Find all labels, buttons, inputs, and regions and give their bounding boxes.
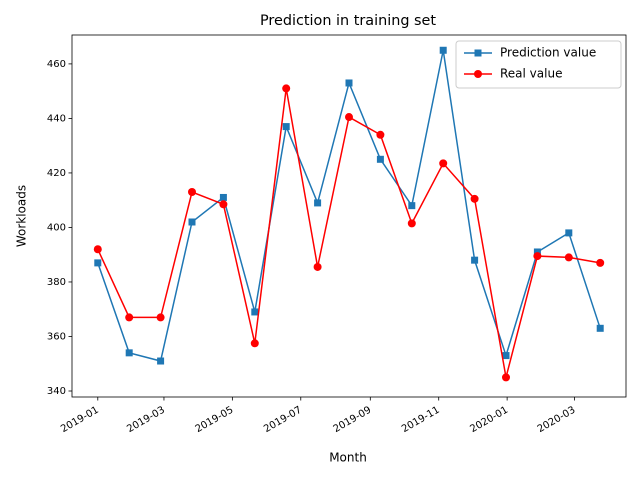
x-tick-label: 2019-09: [332, 405, 374, 435]
point: [125, 313, 134, 322]
legend-box: [455, 40, 622, 89]
x-tick-label: 2020-01: [468, 405, 510, 435]
point: [345, 113, 353, 122]
point: [471, 256, 479, 264]
point: [157, 357, 165, 365]
point: [470, 194, 479, 203]
point: [188, 218, 196, 226]
point: [376, 130, 385, 139]
chart-title: Prediction in training set: [260, 13, 436, 29]
x-tick-label: 2019-11: [400, 405, 442, 435]
point: [282, 84, 291, 93]
point: [251, 308, 259, 316]
axes-frame: [71, 34, 627, 398]
point: [314, 199, 322, 207]
series-line: [97, 50, 601, 362]
point: [502, 373, 511, 382]
point: [94, 259, 102, 267]
point: [439, 159, 448, 168]
point: [219, 193, 227, 201]
legend: Prediction value Real value: [455, 40, 622, 89]
y-axis-label: Workloads: [15, 185, 29, 247]
point: [565, 229, 573, 237]
point: [439, 46, 447, 54]
legend-label: Prediction value: [500, 46, 596, 60]
y-tick-label: 460: [47, 59, 66, 70]
x-tick-label: 2019-03: [125, 405, 167, 435]
y-tick-label: 440: [47, 113, 66, 124]
point: [533, 252, 542, 261]
y-tick-label: 380: [47, 277, 66, 288]
y-tick-label: 340: [47, 386, 66, 397]
series-line: [97, 88, 601, 378]
x-tick-label: 2019-05: [194, 405, 236, 435]
legend-label: Real value: [500, 67, 562, 81]
y-tick-label: 360: [47, 331, 66, 342]
x-tick-label: 2019-01: [59, 405, 101, 435]
legend-marker: [474, 49, 482, 57]
point: [187, 188, 196, 197]
point: [219, 200, 228, 209]
point: [93, 245, 102, 254]
point: [282, 123, 290, 131]
point: [596, 258, 605, 267]
y-tick-label: 420: [47, 168, 66, 179]
point: [313, 262, 322, 271]
point: [345, 79, 353, 87]
point: [156, 313, 165, 322]
point: [125, 349, 133, 357]
point: [407, 219, 416, 228]
point: [408, 202, 416, 210]
point: [533, 248, 541, 256]
point: [564, 253, 573, 262]
legend-marker: [474, 70, 482, 78]
point: [502, 352, 510, 360]
point: [250, 339, 259, 348]
point: [596, 324, 604, 332]
y-tick-label: 400: [47, 222, 66, 233]
x-axis-label: Month: [329, 451, 367, 465]
x-tick-label: 2020-03: [536, 405, 578, 435]
x-tick-label: 2019-07: [262, 405, 304, 435]
point: [376, 155, 384, 163]
